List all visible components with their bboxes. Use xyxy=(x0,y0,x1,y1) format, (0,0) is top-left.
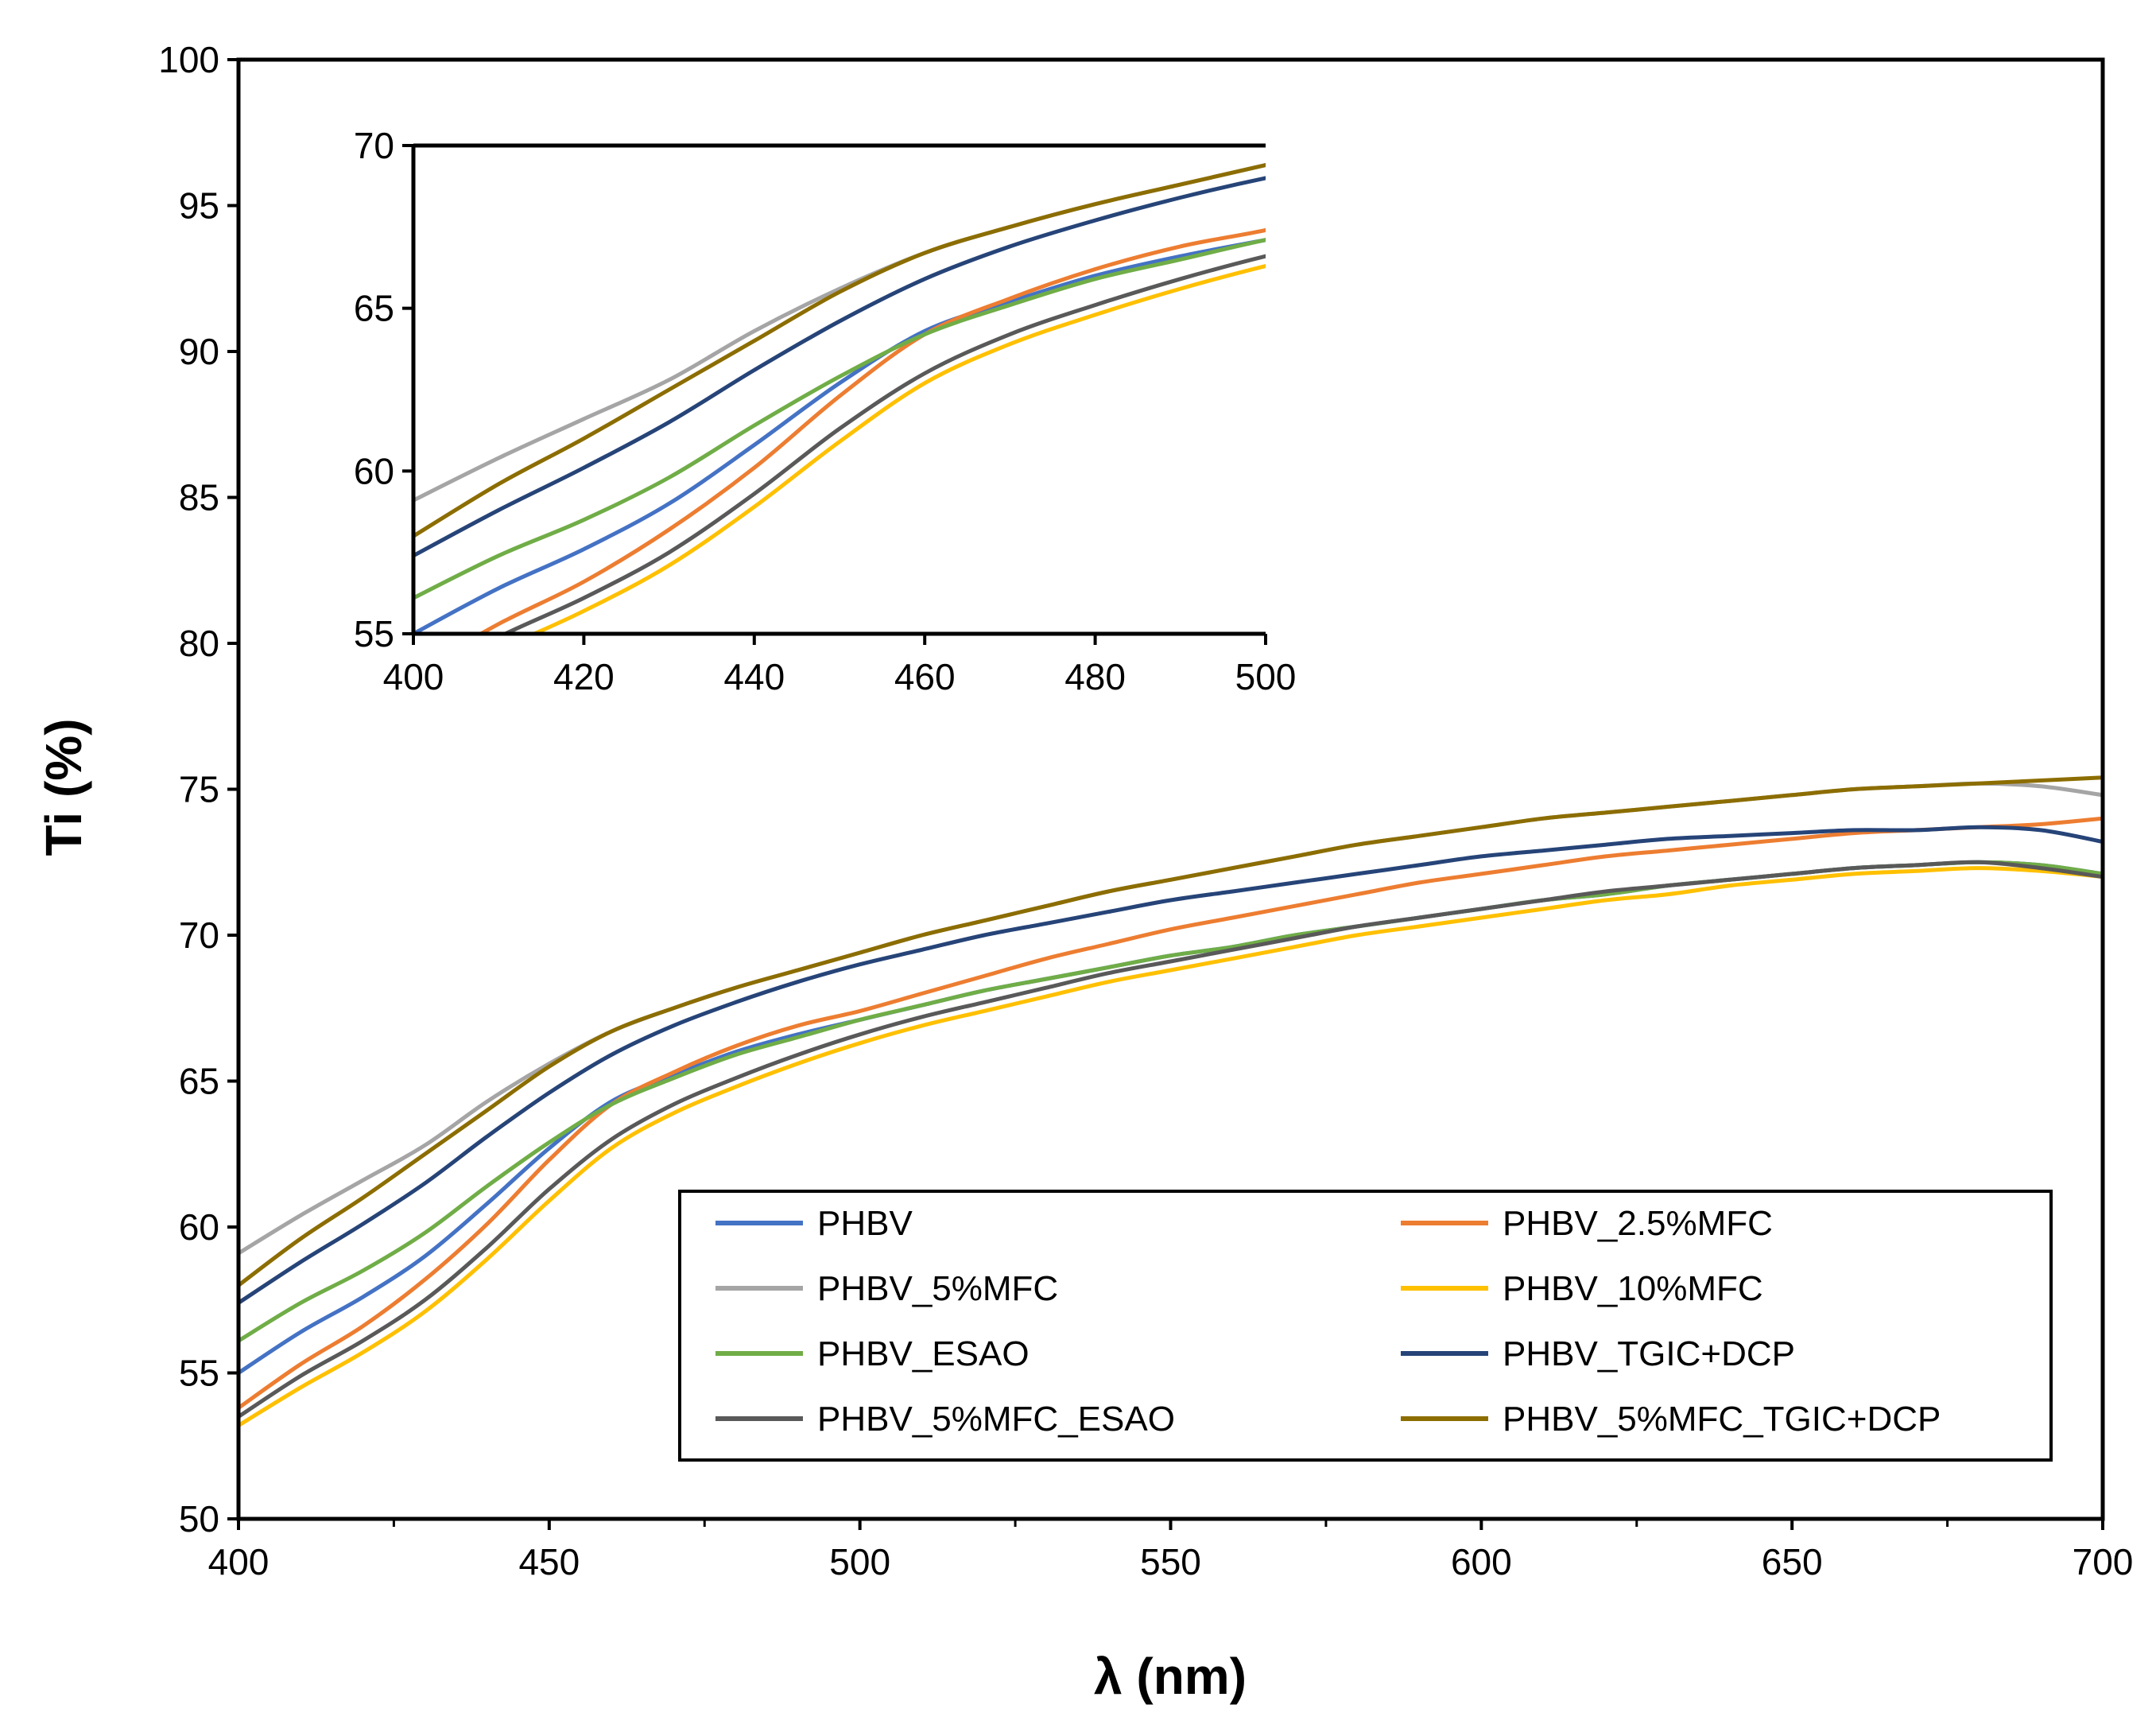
main-series-line-6 xyxy=(238,860,2103,1419)
inset-x-tick-label: 500 xyxy=(1235,656,1297,697)
legend-label: PHBV_2.5%MFC xyxy=(1503,1204,1773,1243)
main-y-tick-label: 90 xyxy=(179,331,219,372)
main-y-tick-label: 75 xyxy=(179,769,219,810)
inset-x-tick-label: 480 xyxy=(1064,656,1126,697)
legend-label: PHBV_5%MFC xyxy=(817,1269,1058,1308)
main-y-tick-label: 95 xyxy=(179,185,219,227)
main-y-tick-label: 65 xyxy=(179,1061,219,1102)
inset-series-line-4 xyxy=(413,238,1266,600)
main-axes: 400 450 500 550 600 650 700 50 55 60 65 70 75 80 85 90 9… xyxy=(158,39,2133,1582)
main-y-tick-label: 80 xyxy=(179,623,219,664)
main-series-line-7 xyxy=(238,775,2103,1287)
legend-label: PHBV_5%MFC_TGIC+DCP xyxy=(1503,1400,1941,1439)
inset-x-tick-label: 420 xyxy=(553,656,615,697)
inset-background xyxy=(413,146,1266,634)
main-x-tick-label: 600 xyxy=(1451,1541,1512,1582)
inset-y-tick-label: 55 xyxy=(354,613,394,654)
legend-label: PHBV_ESAO xyxy=(817,1334,1030,1373)
main-series-line-3 xyxy=(238,866,2103,1427)
main-series-line-2 xyxy=(238,781,2103,1256)
inset-y-tick-label: 65 xyxy=(354,288,394,329)
inset-series-line-6 xyxy=(500,254,1266,634)
inset-series-line-5 xyxy=(413,176,1266,558)
inset-series-line-0 xyxy=(413,238,1266,634)
inset-x-tick-label: 440 xyxy=(723,656,785,697)
inset-x-tick-label: 400 xyxy=(383,656,444,697)
inset-axes: 400 420 440 460 480 500 55 60 65 70 xyxy=(354,125,1297,697)
inset-y-tick-label: 60 xyxy=(354,450,394,491)
main-x-tick-label: 450 xyxy=(518,1541,580,1582)
main-y-tick-label: 85 xyxy=(179,477,219,518)
legend-label: PHBV_5%MFC_ESAO xyxy=(817,1400,1175,1439)
main-x-tick-label: 650 xyxy=(1762,1541,1823,1582)
main-y-tick-label: 55 xyxy=(179,1353,219,1394)
inset-series-group xyxy=(413,163,1266,634)
main-y-tick-label: 60 xyxy=(179,1206,219,1248)
inset-series-line-7 xyxy=(413,163,1266,538)
main-y-tick-label: 70 xyxy=(179,914,219,956)
inset-series-line-1 xyxy=(476,227,1266,634)
y-axis-title: Ti (%) xyxy=(35,718,92,856)
main-series-line-5 xyxy=(238,825,2103,1305)
legend-box xyxy=(678,1190,2053,1462)
inset-x-tick-label: 460 xyxy=(894,656,956,697)
legend: PHBV PHBV_2.5%MFC PHBV_5%MFC PHBV_10%MFC PHB… xyxy=(678,1190,2053,1462)
inset-series-line-3 xyxy=(529,263,1266,634)
inset-y-tick-label: 70 xyxy=(354,125,394,166)
main-series-group xyxy=(238,775,2103,1427)
main-x-tick-label: 700 xyxy=(2073,1541,2134,1582)
legend-label: PHBV_10%MFC xyxy=(1503,1269,1763,1308)
legend-label: PHBV_TGIC+DCP xyxy=(1503,1334,1795,1373)
main-y-tick-label: 50 xyxy=(179,1498,219,1540)
main-y-tick-label: 100 xyxy=(158,39,219,80)
main-series-line-1 xyxy=(238,816,2103,1410)
x-axis-title: λ (nm) xyxy=(1094,1648,1247,1705)
legend-label: PHBV xyxy=(817,1204,913,1243)
main-x-tick-label: 550 xyxy=(1140,1541,1201,1582)
main-x-tick-label: 400 xyxy=(208,1541,270,1582)
main-x-tick-label: 500 xyxy=(829,1541,890,1582)
